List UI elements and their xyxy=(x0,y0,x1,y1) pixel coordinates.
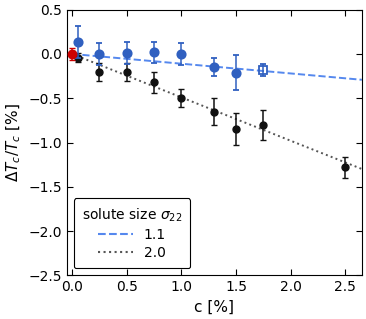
X-axis label: c [%]: c [%] xyxy=(194,300,234,315)
Legend: 1.1, 2.0: 1.1, 2.0 xyxy=(74,198,190,269)
Y-axis label: $\Delta T_c/T_c$ [%]: $\Delta T_c/T_c$ [%] xyxy=(4,103,23,182)
